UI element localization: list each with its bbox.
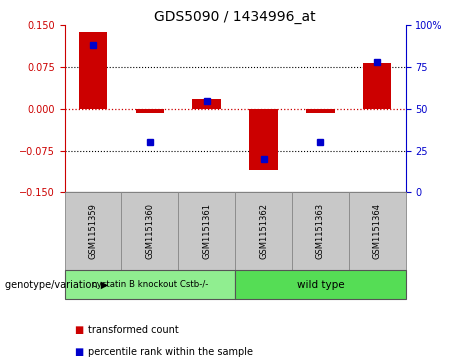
Bar: [363, 63, 391, 109]
Text: GSM1151361: GSM1151361: [202, 203, 211, 260]
Bar: [79, 32, 107, 109]
Bar: [306, 109, 335, 113]
Title: GDS5090 / 1434996_at: GDS5090 / 1434996_at: [154, 11, 316, 24]
Bar: [136, 109, 164, 113]
Text: GSM1151360: GSM1151360: [145, 203, 154, 260]
Text: GSM1151359: GSM1151359: [89, 204, 97, 259]
Text: ■: ■: [74, 325, 83, 335]
Bar: [193, 99, 221, 109]
Text: percentile rank within the sample: percentile rank within the sample: [88, 347, 253, 357]
Text: GSM1151363: GSM1151363: [316, 203, 325, 260]
Text: wild type: wild type: [296, 280, 344, 290]
Text: genotype/variation ▶: genotype/variation ▶: [5, 280, 108, 290]
Text: ■: ■: [74, 347, 83, 357]
Text: transformed count: transformed count: [88, 325, 178, 335]
Text: GSM1151364: GSM1151364: [373, 203, 382, 260]
Text: GSM1151362: GSM1151362: [259, 203, 268, 260]
Text: cystatin B knockout Cstb-/-: cystatin B knockout Cstb-/-: [92, 281, 208, 289]
Bar: [249, 109, 278, 170]
